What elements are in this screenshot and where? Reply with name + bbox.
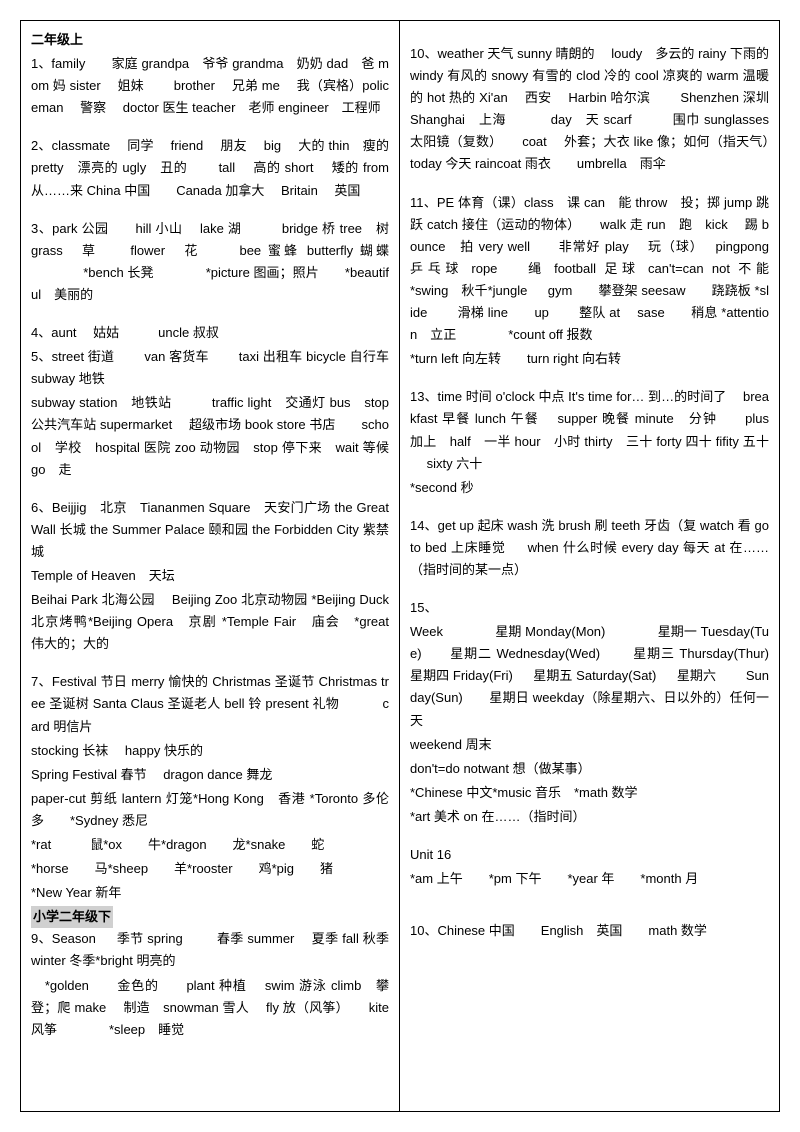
gap bbox=[31, 657, 389, 671]
gap bbox=[410, 501, 769, 515]
page-border: 二年级上 1、family 家庭 grandpa 爷爷 grandma 奶奶 d… bbox=[20, 20, 780, 1112]
unit-3: 3、park 公园 hill 小山 lake 湖 bridge 桥 tree 树… bbox=[31, 218, 389, 306]
unit-13: 13、time 时间 o'clock 中点 It's time for… 到…的… bbox=[410, 386, 769, 474]
gap bbox=[31, 308, 389, 322]
gap bbox=[410, 372, 769, 386]
unit-5: 5、street 街道 van 客货车 taxi 出租车 bicycle 自行车… bbox=[31, 346, 389, 390]
unit-7g: *New Year 新年 bbox=[31, 882, 389, 904]
unit-9b: *golden 金色的 plant 种植 swim 游泳 climb 攀登；爬 … bbox=[31, 975, 389, 1041]
unit-9: 9、Season 季节 spring 春季 summer 夏季 fall 秋季 … bbox=[31, 928, 389, 972]
unit-15: Week 星期 Monday(Mon) 星期一 Tuesday(Tue) 星期二… bbox=[410, 621, 769, 731]
gap bbox=[410, 892, 769, 906]
unit-10c: 10、Chinese 中国 English 英国 math 数学 bbox=[410, 920, 769, 942]
gap bbox=[31, 204, 389, 218]
unit-7: 7、Festival 节日 merry 愉快的 Christmas 圣诞节 Ch… bbox=[31, 671, 389, 737]
unit-6c: Beihai Park 北海公园 Beijing Zoo 北京动物园 *Beij… bbox=[31, 589, 389, 655]
unit-16: *am 上午 *pm 下午 *year 年 *month 月 bbox=[410, 868, 769, 890]
gap bbox=[410, 178, 769, 192]
gap bbox=[31, 121, 389, 135]
unit-7b: stocking 长袜 happy 快乐的 bbox=[31, 740, 389, 762]
unit-6: 6、Beijjig 北京 Tiananmen Square 天安门广场 the … bbox=[31, 497, 389, 563]
unit-7d: paper-cut 剪纸 lantern 灯笼*Hong Kong 香港 *To… bbox=[31, 788, 389, 832]
gap bbox=[410, 830, 769, 844]
gap bbox=[410, 29, 769, 43]
gap bbox=[410, 906, 769, 920]
unit-13b: *second 秒 bbox=[410, 477, 769, 499]
unit-7e: *rat 鼠*ox 牛*dragon 龙*snake 蛇 bbox=[31, 834, 389, 856]
unit-15e: *art 美术 on 在……（指时间） bbox=[410, 806, 769, 828]
grade2-upper-header: 二年级上 bbox=[31, 29, 83, 51]
unit-15c: don't=do notwant 想（做某事） bbox=[410, 758, 769, 780]
unit-6b: Temple of Heaven 天坛 bbox=[31, 565, 389, 587]
unit-16-head: Unit 16 bbox=[410, 844, 769, 866]
unit-15-head: 15、 bbox=[410, 597, 769, 619]
gap bbox=[31, 483, 389, 497]
unit-15d: *Chinese 中文*music 音乐 *math 数学 bbox=[410, 782, 769, 804]
unit-15b: weekend 周末 bbox=[410, 734, 769, 756]
grade2-lower-header: 小学二年级下 bbox=[31, 906, 113, 928]
left-column: 二年级上 1、family 家庭 grandpa 爷爷 grandma 奶奶 d… bbox=[21, 21, 400, 1111]
unit-5b: subway station 地铁站 traffic light 交通灯 bus… bbox=[31, 392, 389, 480]
unit-4: 4、aunt 姑姑 uncle 叔叔 bbox=[31, 322, 389, 344]
unit-7f: *horse 马*sheep 羊*rooster 鸡*pig 猪 bbox=[31, 858, 389, 880]
unit-10: 10、weather 天气 sunny 晴朗的 loudy 多云的 rainy … bbox=[410, 43, 769, 176]
unit-7c: Spring Festival 春节 dragon dance 舞龙 bbox=[31, 764, 389, 786]
gap bbox=[410, 583, 769, 597]
unit-14: 14、get up 起床 wash 洗 brush 刷 teeth 牙齿（复 w… bbox=[410, 515, 769, 581]
right-column: 10、weather 天气 sunny 晴朗的 loudy 多云的 rainy … bbox=[400, 21, 779, 1111]
unit-1: 1、family 家庭 grandpa 爷爷 grandma 奶奶 dad 爸 … bbox=[31, 53, 389, 119]
unit-2: 2、classmate 同学 friend 朋友 big 大的 thin 瘦的 … bbox=[31, 135, 389, 201]
unit-11b: *turn left 向左转 turn right 向右转 bbox=[410, 348, 769, 370]
unit-11: 11、PE 体育（课）class 课 can 能 throw 投；掷 jump … bbox=[410, 192, 769, 347]
